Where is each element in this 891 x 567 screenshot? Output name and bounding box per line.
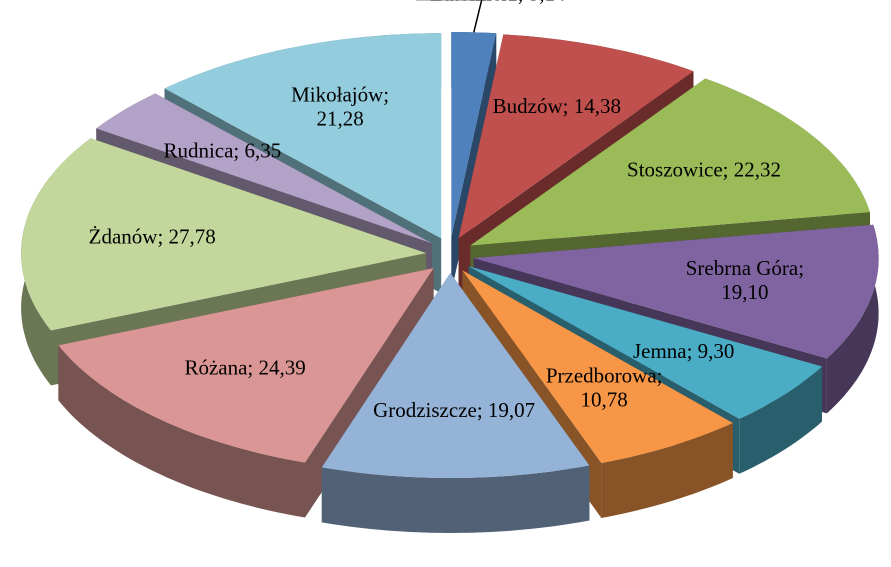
slice-top [58, 268, 434, 463]
slice-top [473, 224, 879, 359]
data-label: 21,28 [316, 106, 363, 130]
data-label: Mikołajów; [291, 82, 389, 106]
data-label: Przedborowa; [546, 364, 663, 388]
slice-top [321, 273, 590, 478]
data-label: Rudnica; 6,35 [163, 139, 281, 163]
data-label: Srebrna Góra; [686, 256, 804, 280]
slice-top [96, 93, 432, 244]
slice [321, 273, 590, 533]
slice-side [321, 465, 590, 533]
slice-side [826, 224, 879, 414]
data-label: Różana; 24,39 [184, 356, 305, 380]
data-label: 10,78 [581, 388, 628, 412]
data-label: Jemna; 9,30 [633, 339, 734, 363]
slice-top [458, 34, 694, 239]
data-label: Lutomierz; 3,14 [430, 0, 566, 5]
leader-line [415, 0, 483, 33]
slice-side [739, 366, 822, 474]
data-label: 19,10 [721, 280, 768, 304]
slice-side [601, 423, 733, 518]
slice-top [462, 270, 733, 463]
slice-top [468, 266, 822, 419]
data-label: Żdanów; 27,78 [89, 224, 216, 248]
slice-top [21, 138, 427, 331]
data-label: Budzów; 14,38 [493, 94, 621, 118]
slice-top [164, 33, 442, 239]
slice-top [470, 78, 870, 246]
data-label: Grodziszcze; 19,07 [373, 398, 535, 422]
slice-side [58, 345, 306, 518]
data-label: Stoszowice; 22,32 [627, 157, 781, 181]
slice-top [451, 32, 497, 237]
